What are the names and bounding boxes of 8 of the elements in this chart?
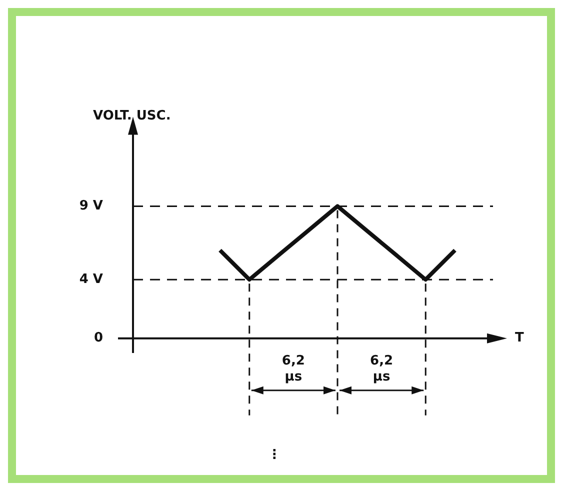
y-axis-title: VOLT. USC.	[93, 108, 171, 124]
y-tick-label: 4 V	[79, 272, 103, 287]
y-tick-label: 9 V	[79, 198, 103, 214]
x-axis-title: T	[515, 330, 524, 346]
y-tick-label: 0	[94, 330, 103, 346]
text: 6,2 μs	[370, 353, 394, 384]
text: 6,2 μs	[282, 353, 305, 384]
text: ⋮	[268, 447, 281, 462]
